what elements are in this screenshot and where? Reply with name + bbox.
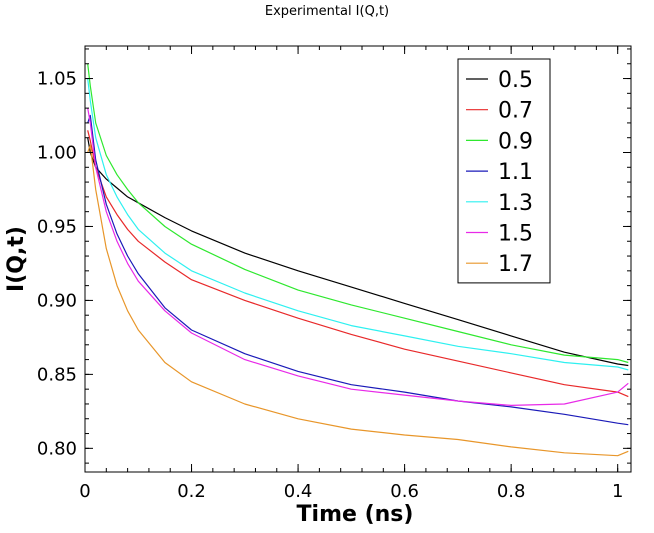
x-tick-label: 0	[79, 481, 90, 502]
x-tick-label: 0.4	[284, 481, 313, 502]
y-axis-label: I(Q,t)	[4, 226, 29, 292]
x-tick-label: 1	[612, 481, 623, 502]
x-tick-label: 0.8	[497, 481, 526, 502]
x-axis-label: Time (ns)	[297, 502, 414, 527]
legend: 0.5 0.7 0.9 1.1 1.3 1.5 1.7	[457, 58, 551, 284]
legend-label: 0.7	[498, 99, 533, 124]
series-layer	[87, 63, 629, 457]
series-line-0.5	[87, 137, 629, 367]
chart-title: Experimental I(Q,t)	[265, 4, 389, 19]
series-line-1.3	[87, 78, 629, 371]
series-line-1.1	[87, 114, 629, 426]
series-line-1.7	[87, 144, 629, 457]
series-line-1.5	[87, 107, 629, 406]
y-tick-label: 0.95	[37, 216, 77, 237]
y-tick-label: 0.90	[37, 290, 77, 311]
y-tick-label: 1.05	[37, 69, 77, 90]
legend-label: 0.5	[498, 68, 533, 93]
x-tick-label: 0.6	[390, 481, 419, 502]
legend-label: 0.9	[498, 129, 533, 154]
legend-label: 1.1	[498, 160, 533, 185]
legend-label: 1.5	[498, 222, 533, 247]
axes: 0 0.2 0.4 0.6 0.8 1 0.80 0.85 0.90 0.95 1.00 1.05	[37, 45, 632, 502]
y-tick-label: 0.85	[37, 364, 77, 385]
x-tick-label: 0.2	[177, 481, 206, 502]
series-line-0.7	[87, 130, 629, 398]
y-tick-label: 1.00	[37, 143, 77, 164]
plot-frame	[84, 45, 632, 473]
legend-label: 1.3	[498, 191, 533, 216]
series-line-0.9	[87, 63, 629, 364]
y-tick-label: 0.80	[37, 438, 77, 459]
legend-label: 1.7	[498, 252, 533, 277]
